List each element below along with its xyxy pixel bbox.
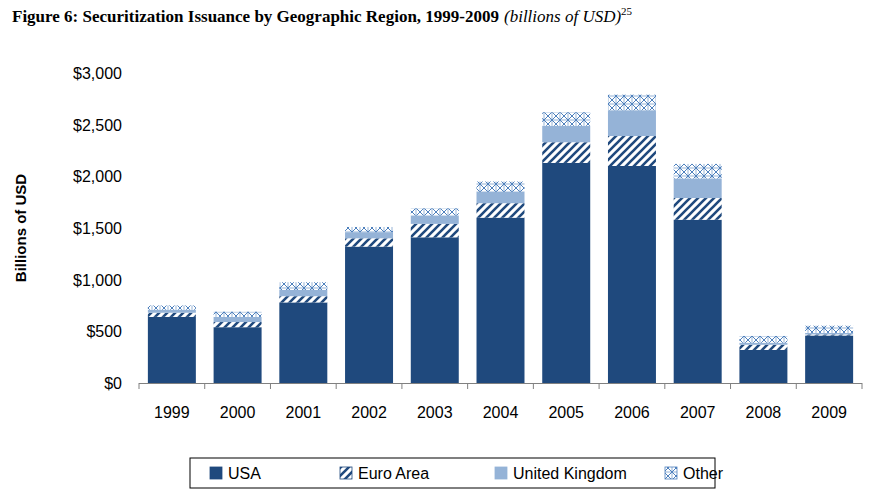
x-tick-label: 2006 (614, 404, 650, 421)
bar-segment (674, 198, 722, 220)
bar-segment (214, 322, 262, 327)
x-tick-label: 2007 (680, 404, 716, 421)
bar-segment (608, 110, 656, 136)
y-tick (135, 383, 139, 384)
x-tick (862, 383, 863, 389)
legend-label: Euro Area (358, 465, 429, 482)
y-tick (135, 73, 139, 74)
x-tick (270, 383, 271, 389)
legend-swatch (340, 467, 352, 479)
legend-label: USA (228, 465, 261, 482)
bar-segment (345, 227, 393, 232)
bar-segment (345, 247, 393, 383)
bar-segment (345, 232, 393, 238)
y-tick-label: $2,000 (73, 168, 122, 185)
footnote-ref: 25 (621, 5, 633, 17)
bar-segment (148, 313, 196, 317)
bar-segment (148, 317, 196, 383)
bar-segment (411, 208, 459, 215)
bars (148, 95, 853, 383)
bar-segment (477, 182, 525, 192)
legend-swatch (210, 467, 222, 479)
x-tick (730, 383, 731, 389)
bar-segment (739, 345, 787, 350)
x-tick (796, 383, 797, 389)
bar-segment (805, 335, 853, 383)
bar-segment (477, 203, 525, 217)
title: Figure 6: Securitization Issuance by Geo… (12, 5, 633, 26)
bar-segment (279, 290, 327, 296)
y-tick-label: $2,500 (73, 117, 122, 134)
bar-segment (279, 282, 327, 290)
y-tick (135, 228, 139, 229)
bar-segment (739, 350, 787, 383)
bar-segment (411, 237, 459, 383)
bar-segment (674, 220, 722, 383)
bar-segment (542, 142, 590, 163)
bar-segment (214, 317, 262, 322)
y-tick (135, 124, 139, 125)
bar-segment (542, 112, 590, 125)
bar-segment (608, 136, 656, 166)
bar-segment (805, 326, 853, 333)
bar-segment (739, 336, 787, 343)
bar-segment (411, 216, 459, 224)
title-text: Figure 6: Securitization Issuance by Geo… (12, 7, 499, 26)
bar-segment (608, 95, 656, 111)
x-tick-label: 2004 (483, 404, 519, 421)
bar-segment (477, 218, 525, 383)
legend-swatch (495, 467, 507, 479)
x-tick (533, 383, 534, 389)
bar-segment (674, 164, 722, 178)
bar-segment (542, 126, 590, 143)
x-tick (599, 383, 600, 389)
bar-segment (214, 312, 262, 317)
y-tick-label: $0 (104, 375, 122, 392)
legend-swatch (665, 467, 677, 479)
x-axis (139, 383, 862, 384)
bar-segment (279, 302, 327, 383)
bar-segment (805, 334, 853, 335)
x-tick-label: 2003 (417, 404, 453, 421)
y-tick (135, 331, 139, 332)
legend-box (190, 458, 715, 488)
bar-segment (148, 310, 196, 313)
x-tick-label: 1999 (154, 404, 190, 421)
y-axis-label: Billions of USD (12, 174, 29, 283)
y-tick (135, 279, 139, 280)
x-tick-label: 2002 (351, 404, 387, 421)
bar-segment (214, 327, 262, 383)
legend: USA Euro Area United Kingdom Other (190, 458, 724, 488)
chart: Figure 6: Securitization Issuance by Geo… (0, 0, 885, 498)
bar-segment (739, 343, 787, 345)
subtitle: (billions of USD) (504, 7, 621, 26)
x-tick (204, 383, 205, 389)
x-tick-label: 2000 (220, 404, 256, 421)
bar-segment (542, 163, 590, 383)
bar-segment (608, 166, 656, 383)
x-tick-label: 2001 (286, 404, 322, 421)
y-tick-label: $500 (86, 323, 122, 340)
x-tick-label: 2009 (811, 404, 847, 421)
y-tick-label: $1,000 (73, 272, 122, 289)
x-tick (467, 383, 468, 389)
bar-segment (279, 296, 327, 302)
bar-segment (674, 178, 722, 198)
x-tick (336, 383, 337, 389)
bar-segment (345, 238, 393, 246)
bar-segment (148, 306, 196, 310)
y-tick-label: $1,500 (73, 220, 122, 237)
bar-segment (411, 224, 459, 237)
bar-segment (805, 333, 853, 335)
y-tick-label: $3,000 (73, 65, 122, 82)
x-tick (664, 383, 665, 389)
x-tick (139, 383, 140, 389)
bar-segment (477, 192, 525, 203)
x-tick (401, 383, 402, 389)
x-tick-label: 2005 (548, 404, 584, 421)
legend-label: Other (683, 465, 724, 482)
legend-label: United Kingdom (513, 465, 627, 482)
y-tick (135, 176, 139, 177)
x-tick-label: 2008 (746, 404, 782, 421)
